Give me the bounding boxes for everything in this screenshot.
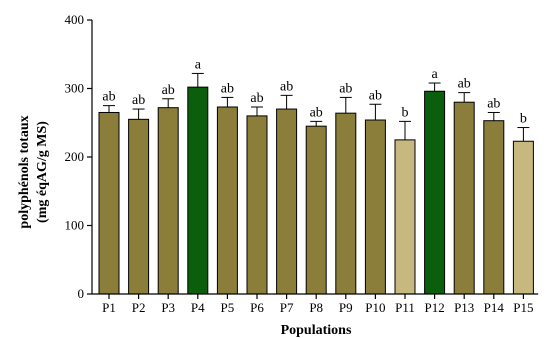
- bar-group: ab: [364, 88, 386, 295]
- bar-group: b: [512, 112, 534, 295]
- bar-group: ab: [216, 81, 238, 295]
- significance-label: ab: [487, 96, 500, 111]
- bar: [98, 111, 120, 295]
- bar-group: ab: [305, 105, 327, 295]
- x-tick-label: P10: [365, 300, 385, 315]
- bar: [512, 140, 534, 295]
- bars: ab ab ab a ab ab ab ab ab ab b a ab ab b: [98, 57, 534, 295]
- bar: [364, 119, 386, 295]
- bar: [276, 108, 298, 295]
- bar-group: ab: [483, 96, 505, 295]
- significance-label: b: [520, 112, 527, 127]
- bar: [216, 106, 238, 295]
- x-tick-label: P6: [250, 300, 264, 315]
- y-axis: 0 100 200 300 400: [65, 12, 93, 301]
- x-tick-label: P3: [161, 300, 175, 315]
- significance-label: ab: [339, 81, 352, 96]
- x-tick-label: P8: [309, 300, 323, 315]
- bar-group: ab: [128, 93, 150, 295]
- bar-group: ab: [246, 91, 268, 295]
- y-tick-label: 300: [65, 81, 85, 96]
- significance-label: a: [195, 57, 202, 72]
- y-tick-label: 200: [65, 149, 85, 164]
- bar-group: ab: [276, 79, 298, 295]
- bar: [483, 120, 505, 295]
- bar-group: ab: [98, 90, 120, 295]
- bar-group: ab: [157, 83, 179, 295]
- x-tick-label: P4: [191, 300, 205, 315]
- significance-label: ab: [102, 90, 115, 105]
- y-tick-label: 0: [78, 286, 85, 301]
- x-axis: P1 P2 P3 P4 P5 P6 P7 P8 P9 P10 P11 P12 P13 P14 P15: [92, 293, 539, 315]
- bar: [453, 101, 475, 295]
- x-tick-label: P5: [221, 300, 235, 315]
- bar-group: ab: [453, 77, 475, 295]
- x-axis-title: Populations: [281, 323, 352, 338]
- x-tick-label: P15: [513, 300, 533, 315]
- significance-label: ab: [162, 83, 175, 98]
- significance-label: ab: [221, 81, 234, 96]
- x-tick-label: P7: [280, 300, 294, 315]
- x-tick-label: P14: [484, 300, 505, 315]
- y-tick-label: 400: [65, 12, 85, 27]
- bar: [335, 112, 357, 295]
- significance-label: b: [402, 105, 409, 120]
- bar: [305, 125, 327, 295]
- significance-label: ab: [310, 105, 323, 120]
- bar-group: b: [394, 105, 416, 295]
- x-tick-label: P12: [424, 300, 444, 315]
- y-tick-label: 100: [65, 218, 85, 233]
- significance-label: ab: [280, 79, 293, 94]
- y-axis-title-line2: (mg éqAG/g MS): [35, 121, 50, 223]
- x-tick-label: P13: [454, 300, 474, 315]
- significance-label: ab: [458, 77, 471, 92]
- bar: [394, 139, 416, 295]
- x-tick-label: P1: [102, 300, 116, 315]
- bar-group: a: [187, 57, 209, 295]
- significance-label: ab: [132, 93, 145, 108]
- x-tick-label: P2: [132, 300, 146, 315]
- bar: [246, 115, 268, 295]
- x-tick-label: P9: [339, 300, 353, 315]
- significance-label: a: [431, 67, 438, 82]
- x-tick-label: P11: [395, 300, 415, 315]
- bar-group: ab: [335, 81, 357, 295]
- significance-label: ab: [369, 88, 382, 103]
- significance-label: ab: [250, 91, 263, 106]
- y-axis-title-line1: polyphénols totaux: [17, 115, 32, 228]
- bar-group: a: [424, 67, 446, 295]
- bar: [128, 118, 150, 295]
- bar: [424, 90, 446, 295]
- bar: [157, 107, 179, 295]
- bar: [187, 86, 209, 295]
